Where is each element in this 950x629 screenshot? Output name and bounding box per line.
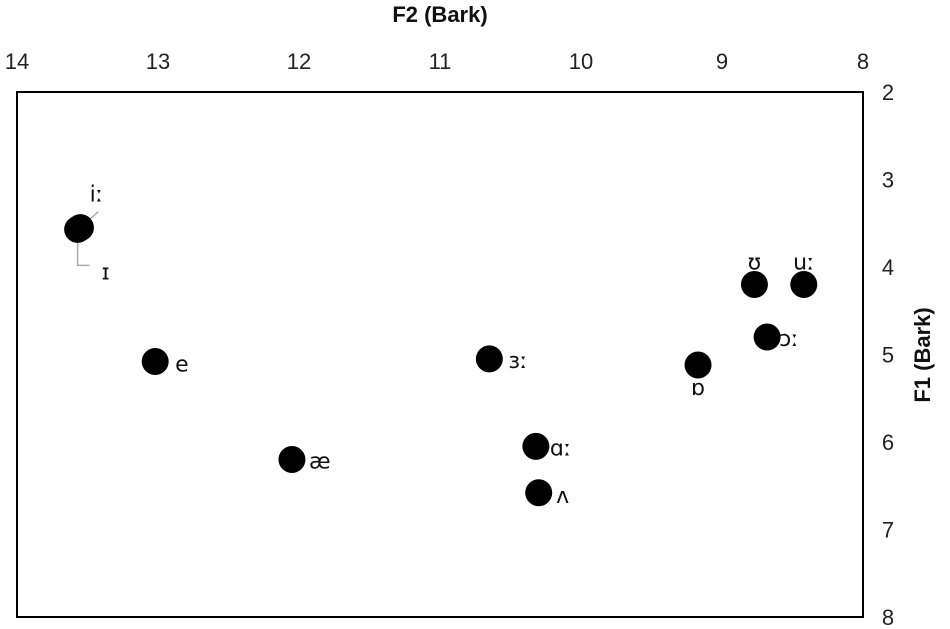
data-points [64,214,818,507]
x-tick-label-5: 9 [716,49,728,74]
point-label-6: ʌ [556,484,569,509]
x-tick-label-6: 8 [857,49,869,74]
point-label-8: ʊ [748,251,762,276]
y-tick-label-3: 5 [882,343,894,368]
y-tick-label-5: 7 [882,518,894,543]
y-tick-label-1: 3 [882,168,894,193]
point-label-4: ɜː [508,349,527,374]
point-label-2: e [175,353,189,378]
x-tick-label-3: 11 [429,49,452,74]
point-2 [141,348,169,375]
y-tick-label-0: 2 [882,80,894,105]
point-4 [475,345,503,373]
x-tick-label-0: 14 [5,49,29,74]
point-6 [525,479,553,507]
point-7 [684,351,712,379]
y-tick-label-6: 8 [882,605,894,629]
point-label-7: ɒ [691,376,705,401]
x-tick-label-2: 12 [287,49,311,74]
x-axis-title: F2 (Bark) [392,2,487,27]
point-label-3: æ [309,450,331,475]
x-tick-label-4: 10 [569,49,593,74]
y-tick-label-4: 6 [882,430,894,455]
point-label-5: ɑː [550,436,571,461]
point-9 [790,271,818,298]
y-tick-labels: 2 3 4 5 6 7 8 [882,80,894,629]
x-tick-labels: 14 13 12 11 10 9 8 [5,49,869,74]
y-axis-title: F1 (Bark) [910,307,935,402]
point-label-1: ɪ [102,260,110,285]
point-label-0: iː [90,183,104,208]
point-1 [64,215,92,243]
point-label-9: uː [793,251,814,276]
x-tick-label-1: 13 [146,49,170,74]
point-10 [753,323,781,351]
point-labels: iː ɪ e æ ɜː ɑː ʌ ɒ ʊ uː ɔː [90,183,815,509]
point-3 [278,446,306,473]
plot-frame [16,91,864,618]
point-label-10: ɔː [779,327,799,352]
y-tick-label-2: 4 [882,255,894,280]
point-8 [740,271,768,298]
point-5 [522,432,550,460]
